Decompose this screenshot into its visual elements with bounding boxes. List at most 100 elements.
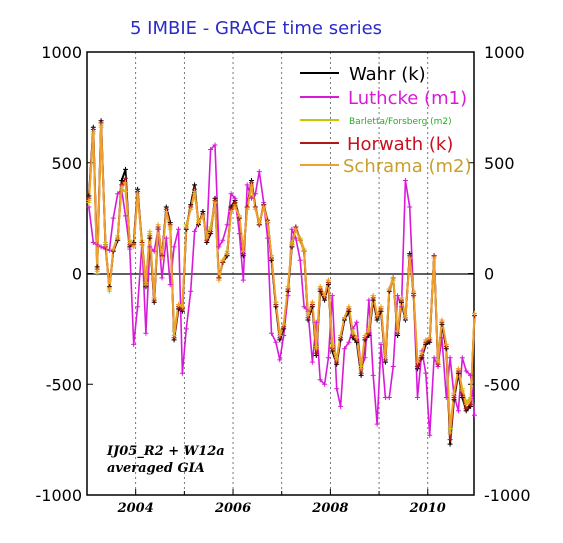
data-point-luthcke-m1 xyxy=(386,395,392,400)
data-point-schrama-m2 xyxy=(402,315,408,321)
x-tick-label: 2010 xyxy=(409,501,446,516)
data-point-luthcke-m1 xyxy=(390,364,396,369)
data-point-schrama-m2 xyxy=(334,357,340,363)
data-point-luthcke-m1 xyxy=(415,395,420,400)
data-point-schrama-m2 xyxy=(86,197,92,203)
data-point-schrama-m2 xyxy=(273,299,279,305)
data-point-schrama-m2 xyxy=(285,284,291,290)
y-tick-label-right: -500 xyxy=(484,375,520,394)
data-point-luthcke-m1 xyxy=(463,368,469,374)
data-point-luthcke-m1 xyxy=(98,244,104,250)
data-point-schrama-m2 xyxy=(472,310,477,316)
data-point-schrama-m2 xyxy=(265,220,271,226)
data-point-schrama-m2 xyxy=(228,209,234,214)
data-point-schrama-m2 xyxy=(463,401,469,407)
axis-ticks: 1000 1000 500 500 0 0 -500 -500 -1000 -1000 2004 20… xyxy=(36,43,531,516)
data-point-schrama-m2 xyxy=(135,191,141,197)
data-point-schrama-m2 xyxy=(224,251,230,257)
data-point-schrama-m2 xyxy=(171,333,177,338)
data-point-schrama-m2 xyxy=(370,293,376,299)
data-point-luthcke-m1 xyxy=(313,319,319,325)
data-point-schrama-m2 xyxy=(200,213,206,219)
data-point-schrama-m2 xyxy=(151,295,157,301)
data-point-schrama-m2 xyxy=(94,268,100,274)
y-tick-label-left: 1000 xyxy=(41,43,82,62)
data-point-schrama-m2 xyxy=(455,366,461,372)
data-point-schrama-m2 xyxy=(451,390,457,396)
data-point-luthcke-m1 xyxy=(431,355,437,361)
data-point-schrama-m2 xyxy=(212,200,218,206)
data-point-schrama-m2 xyxy=(378,304,384,310)
data-point-luthcke-m1 xyxy=(399,304,404,310)
data-point-barletta-forsberg-m2 xyxy=(171,328,177,334)
y-tick-label-left: -500 xyxy=(46,375,82,394)
data-point-luthcke-m1 xyxy=(208,147,214,152)
data-point-schrama-m2 xyxy=(459,388,465,394)
data-point-schrama-m2 xyxy=(325,277,331,283)
data-point-wahr-k xyxy=(119,178,125,183)
data-point-schrama-m2 xyxy=(110,246,116,252)
data-point-luthcke-m1 xyxy=(277,357,283,363)
data-point-schrama-m2 xyxy=(322,293,328,299)
data-point-schrama-m2 xyxy=(261,204,267,210)
data-point-luthcke-m1 xyxy=(224,222,230,228)
legend-label-horwath: Horwath (k) xyxy=(347,134,453,155)
data-point-schrama-m2 xyxy=(256,220,262,226)
data-point-schrama-m2 xyxy=(188,206,194,212)
data-point-luthcke-m1 xyxy=(216,244,222,250)
data-point-schrama-m2 xyxy=(196,220,201,226)
data-point-luthcke-m1 xyxy=(395,293,401,299)
data-point-schrama-m2 xyxy=(249,182,254,188)
data-point-schrama-m2 xyxy=(119,184,125,190)
data-point-luthcke-m1 xyxy=(123,213,128,219)
y-tick-label-left: -1000 xyxy=(36,486,83,505)
data-point-schrama-m2 xyxy=(443,341,449,347)
data-point-luthcke-m1 xyxy=(220,237,226,243)
data-point-luthcke-m1 xyxy=(370,372,376,378)
data-point-luthcke-m1 xyxy=(163,235,169,241)
data-point-horwath-k xyxy=(451,395,457,400)
data-point-schrama-m2 xyxy=(293,226,299,232)
data-point-luthcke-m1 xyxy=(176,226,181,232)
data-point-schrama-m2 xyxy=(220,257,226,263)
data-point-schrama-m2 xyxy=(98,122,104,128)
data-point-schrama-m2 xyxy=(317,284,323,290)
data-point-schrama-m2 xyxy=(208,226,214,232)
data-point-schrama-m2 xyxy=(147,231,153,237)
data-point-luthcke-m1 xyxy=(110,215,116,221)
data-point-schrama-m2 xyxy=(329,344,335,350)
data-point-luthcke-m1 xyxy=(447,355,453,361)
data-point-horwath-k xyxy=(447,437,453,443)
data-point-horwath-k xyxy=(459,392,465,398)
data-point-schrama-m2 xyxy=(236,213,242,219)
data-point-luthcke-m1 xyxy=(171,244,177,250)
data-point-luthcke-m1 xyxy=(265,235,271,241)
data-point-luthcke-m1 xyxy=(334,386,340,392)
y-tick-label-right: 0 xyxy=(484,265,494,284)
data-point-luthcke-m1 xyxy=(366,297,372,303)
data-point-luthcke-m1 xyxy=(362,355,368,361)
data-point-schrama-m2 xyxy=(431,255,437,261)
legend-label-barletta: Barletta/Forsberg (m2) xyxy=(349,117,452,127)
data-point-horwath-k xyxy=(463,406,469,412)
chart-title: 5 IMBIE - GRACE time series xyxy=(130,18,382,39)
data-point-schrama-m2 xyxy=(354,335,360,341)
data-point-schrama-m2 xyxy=(127,240,133,245)
data-point-luthcke-m1 xyxy=(423,370,429,376)
data-point-schrama-m2 xyxy=(411,288,417,294)
data-point-schrama-m2 xyxy=(399,295,404,301)
data-point-luthcke-m1 xyxy=(127,246,133,252)
data-point-schrama-m2 xyxy=(439,317,445,323)
data-point-schrama-m2 xyxy=(382,355,388,361)
y-tick-label-right: -1000 xyxy=(484,486,531,505)
data-point-luthcke-m1 xyxy=(94,242,100,248)
data-point-luthcke-m1 xyxy=(346,339,352,345)
data-point-luthcke-m1 xyxy=(228,191,234,197)
data-point-schrama-m2 xyxy=(427,335,433,341)
data-point-luthcke-m1 xyxy=(309,359,315,365)
data-point-luthcke-m1 xyxy=(188,288,194,294)
annotation-line-1: IJ05_R2 + W12a xyxy=(106,444,225,459)
data-point-schrama-m2 xyxy=(204,235,210,241)
data-point-schrama-m2 xyxy=(167,224,173,230)
data-point-schrama-m2 xyxy=(297,237,303,243)
